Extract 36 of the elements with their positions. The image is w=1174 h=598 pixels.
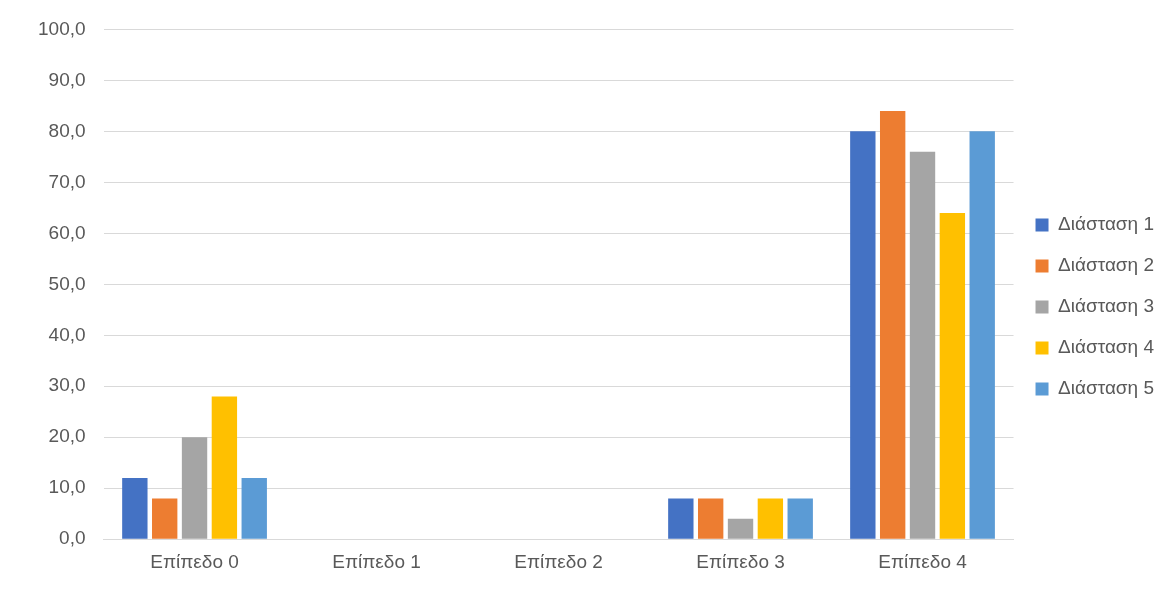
bar: [122, 478, 148, 539]
legend-label: Διάσταση 1: [1058, 213, 1154, 235]
bar: [757, 498, 784, 539]
y-tick-label: 0,0: [59, 527, 86, 549]
bar: [152, 498, 178, 539]
y-tick-label: 30,0: [48, 374, 86, 396]
legend-label: Διάσταση 5: [1058, 377, 1154, 399]
x-tick-label: Επίπεδο 0: [150, 550, 239, 572]
bar: [727, 518, 754, 539]
y-tick-label: 10,0: [48, 476, 86, 498]
y-tick-label: 60,0: [48, 221, 86, 243]
y-tick-label: 100,0: [38, 17, 86, 39]
y-tick-label: 70,0: [48, 170, 86, 192]
legend-label: Διάσταση 2: [1058, 254, 1154, 276]
y-tick-label: 20,0: [48, 425, 86, 447]
bar: [787, 498, 813, 539]
y-tick-label: 40,0: [48, 323, 86, 345]
legend-label: Διάσταση 4: [1058, 336, 1155, 358]
bar: [879, 110, 906, 539]
y-tick-label: 80,0: [48, 119, 86, 141]
x-tick-label: Επίπεδο 2: [514, 550, 603, 572]
x-tick-label: Επίπεδο 1: [332, 550, 421, 572]
bar: [939, 212, 966, 539]
bar: [909, 151, 936, 539]
bar: [181, 437, 208, 539]
bar: [850, 131, 876, 539]
x-tick-label: Επίπεδο 4: [878, 550, 968, 572]
y-tick-label: 90,0: [48, 68, 86, 90]
bar: [697, 498, 724, 539]
bar: [969, 131, 995, 539]
x-tick-label: Επίπεδο 3: [696, 550, 785, 572]
legend-label: Διάσταση 3: [1058, 295, 1154, 317]
bar: [668, 498, 694, 539]
y-tick-label: 50,0: [48, 272, 86, 294]
bar: [241, 478, 267, 539]
bar: [211, 396, 238, 539]
